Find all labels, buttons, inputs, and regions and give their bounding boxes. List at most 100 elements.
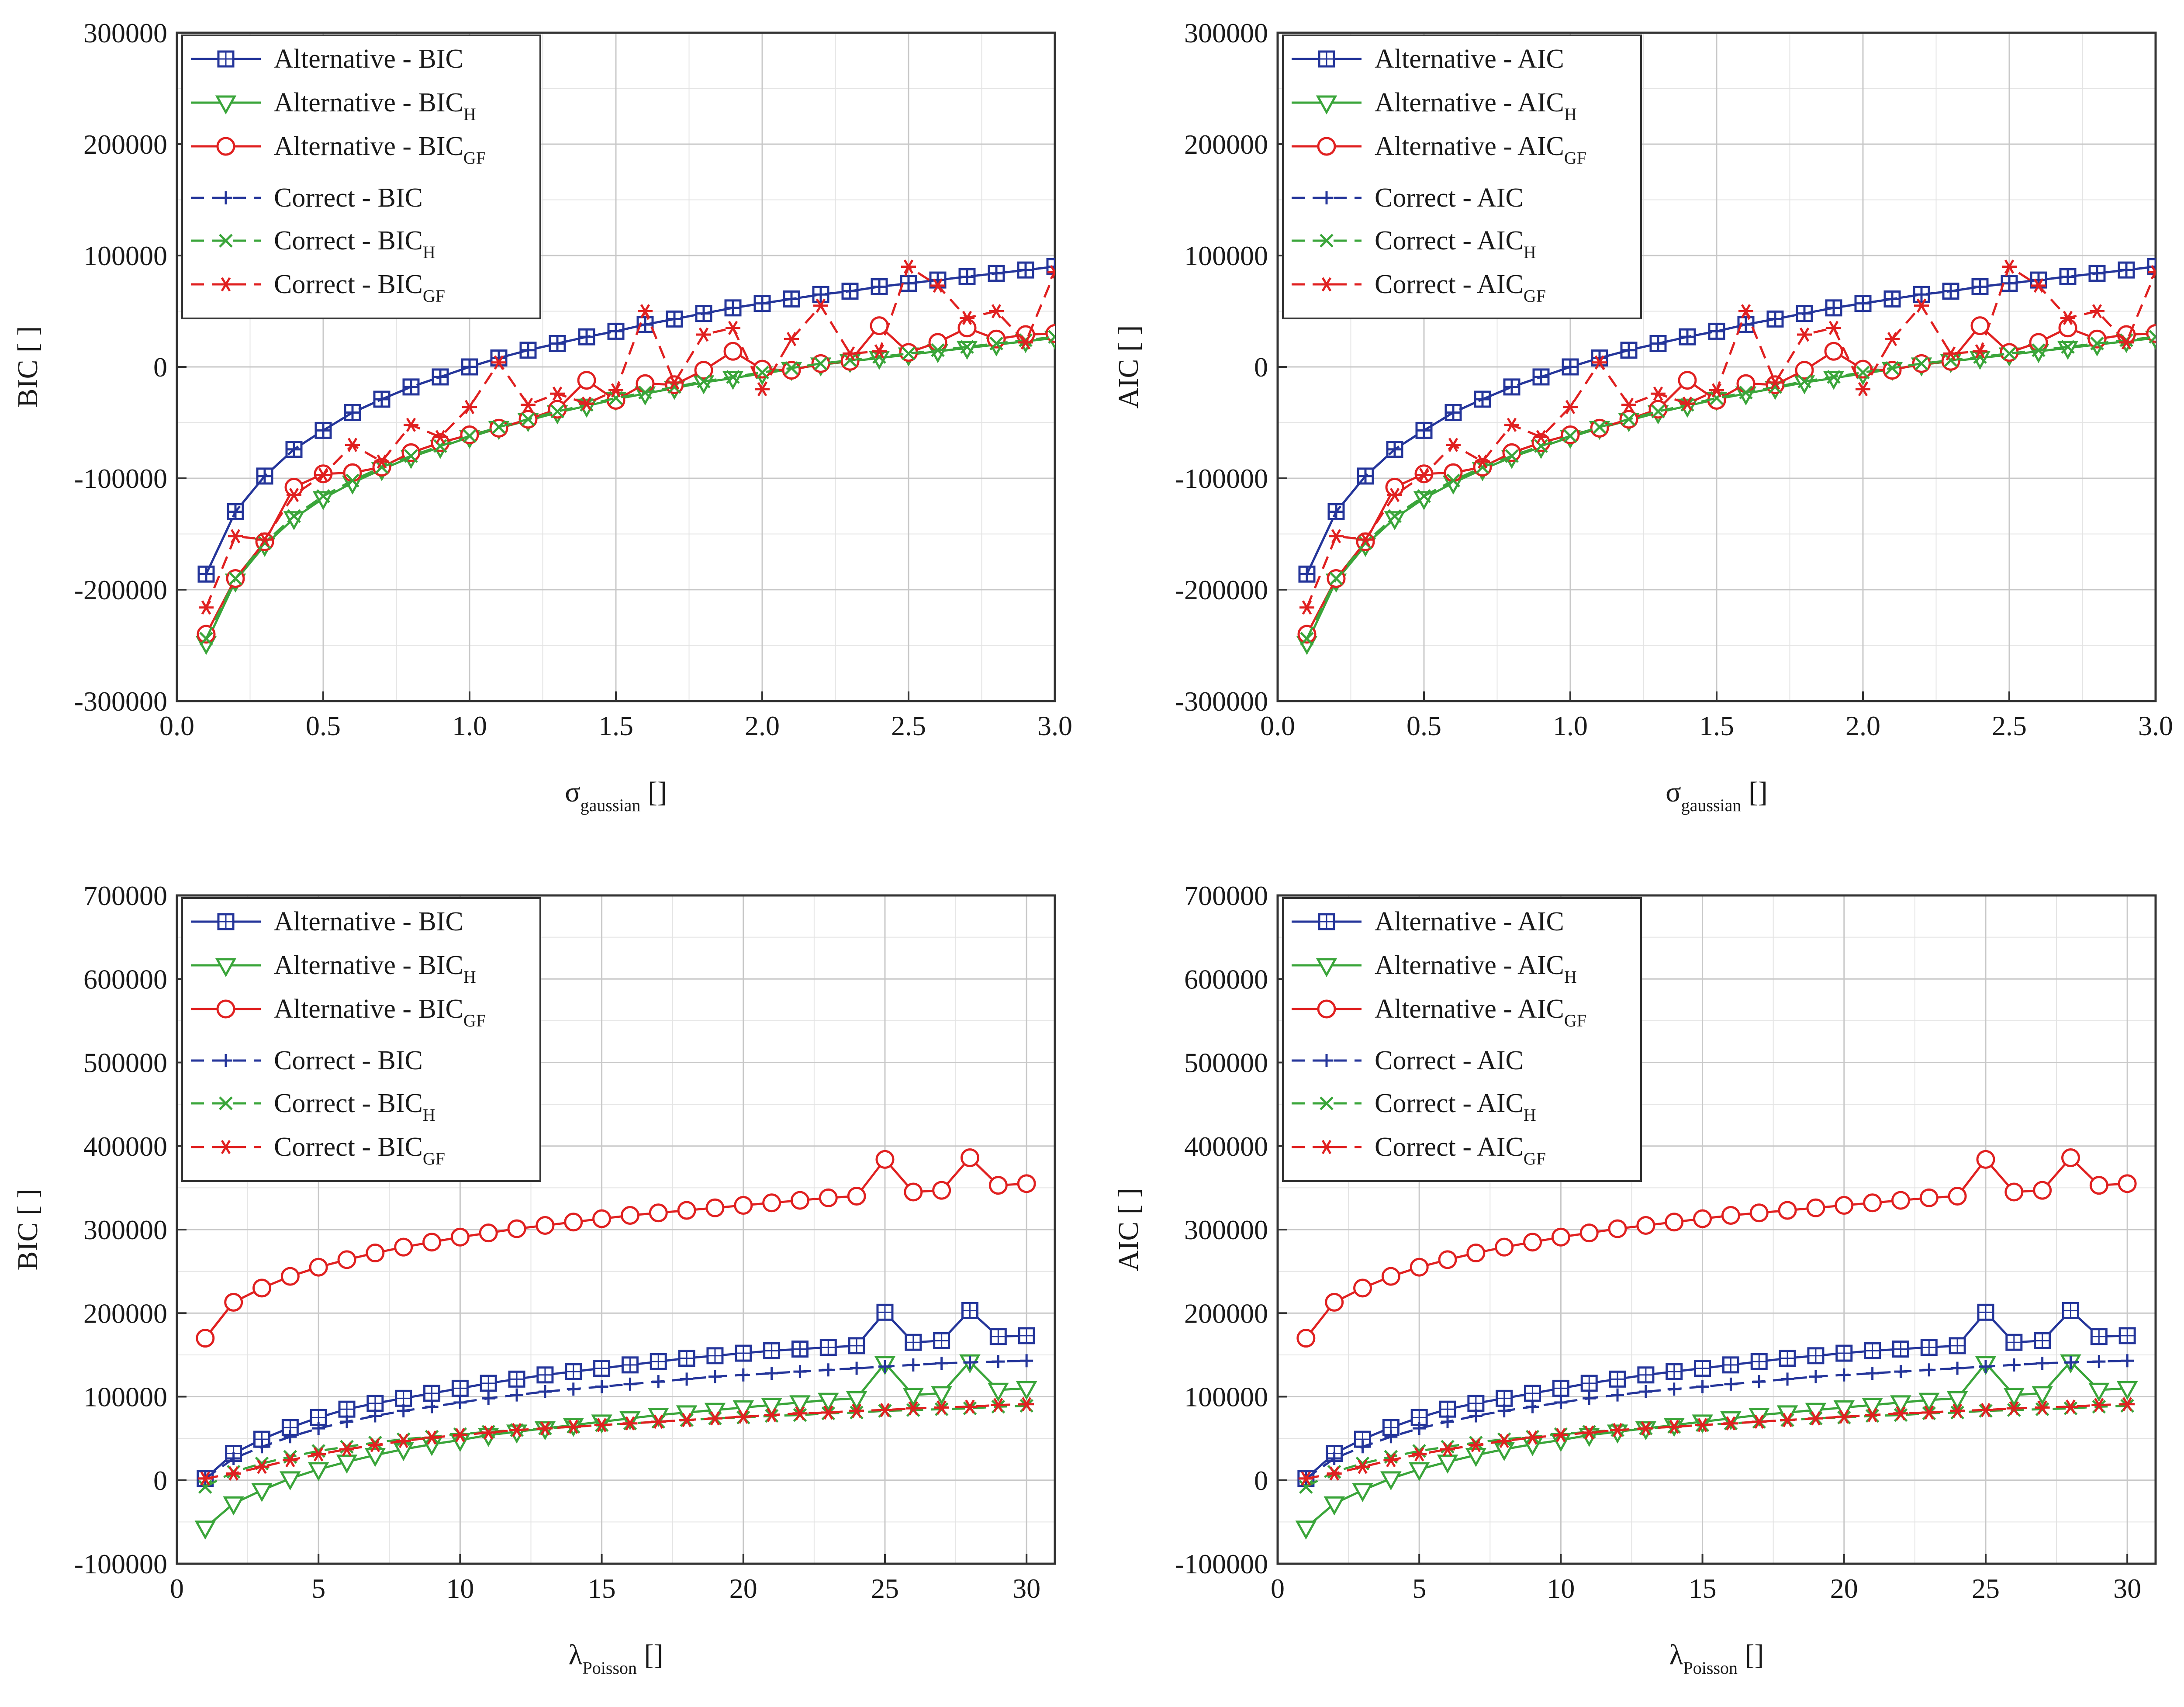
data-point bbox=[708, 1370, 722, 1383]
data-point bbox=[567, 1382, 580, 1396]
data-point bbox=[1352, 1483, 1373, 1502]
data-point bbox=[1780, 1413, 1795, 1427]
data-point bbox=[1446, 438, 1461, 452]
data-point bbox=[199, 632, 213, 646]
data-point bbox=[1979, 1360, 1992, 1373]
data-point bbox=[764, 1408, 779, 1422]
data-point bbox=[762, 1193, 781, 1213]
x-tick-label: 10 bbox=[446, 1573, 474, 1604]
data-point bbox=[1523, 1233, 1542, 1252]
data-point bbox=[2003, 276, 2016, 290]
series-line bbox=[204, 1360, 1027, 1529]
data-point bbox=[733, 1400, 754, 1420]
legend-label-subscript: H bbox=[463, 104, 476, 124]
data-point bbox=[756, 297, 769, 310]
data-point bbox=[821, 1405, 836, 1420]
y-tick-label: 400000 bbox=[1184, 1131, 1268, 1162]
x-tick-label: 15 bbox=[1689, 1573, 1717, 1604]
data-point bbox=[251, 1483, 273, 1502]
data-point bbox=[1946, 1391, 1968, 1410]
data-point bbox=[1886, 292, 1899, 306]
data-point bbox=[636, 374, 655, 393]
data-point bbox=[784, 361, 798, 375]
data-point bbox=[1752, 1414, 1767, 1429]
data-point bbox=[1856, 365, 1870, 380]
chart-aic-gaussian: 0.0 0.5 1.0 1.5 2.0 2.5 3.0 -300000 -200000 -1000… bbox=[1113, 17, 2173, 815]
data-point bbox=[850, 1361, 864, 1375]
data-point bbox=[1797, 374, 1811, 388]
data-point-cross bbox=[792, 1341, 808, 1357]
y-tick-label: 300000 bbox=[1184, 1214, 1268, 1245]
legend-label-main: Alternative - BIC bbox=[274, 907, 463, 936]
data-point bbox=[1865, 1408, 1880, 1422]
data-point-cross bbox=[1808, 1348, 1823, 1363]
x-tick-label: 5 bbox=[1412, 1573, 1426, 1604]
data-point bbox=[1383, 1453, 1399, 1468]
data-point bbox=[1866, 1366, 1879, 1380]
x-axis-unit: [] bbox=[637, 1639, 663, 1671]
legend-label: Alternative - AICH bbox=[1375, 950, 1577, 987]
y-tick-label: -200000 bbox=[74, 574, 167, 605]
x-axis-symbol: σ bbox=[1666, 776, 1681, 808]
data-point bbox=[1330, 505, 1343, 518]
data-point bbox=[2033, 1181, 2052, 1200]
data-point bbox=[877, 1403, 892, 1417]
data-point-cross bbox=[509, 1372, 525, 1387]
data-point bbox=[1894, 1365, 1908, 1379]
data-point-cross bbox=[1893, 1341, 1908, 1357]
data-point bbox=[813, 298, 828, 313]
data-point bbox=[931, 1386, 952, 1405]
data-point bbox=[345, 438, 360, 452]
legend-label-main: Alternative - BIC bbox=[274, 88, 463, 117]
data-point bbox=[765, 1366, 778, 1380]
data-point bbox=[1476, 392, 1489, 406]
legend-label-main: Correct - BIC bbox=[274, 226, 423, 256]
data-point bbox=[346, 406, 359, 419]
data-point bbox=[1329, 571, 1343, 586]
data-point bbox=[2121, 1354, 2134, 1368]
data-point bbox=[1806, 1198, 1825, 1217]
data-point bbox=[2088, 1382, 2110, 1402]
data-point bbox=[1749, 1203, 1769, 1223]
data-point bbox=[509, 1423, 525, 1437]
legend-label: Correct - BICH bbox=[274, 1088, 435, 1125]
data-point bbox=[1723, 1416, 1738, 1431]
data-point bbox=[1918, 1393, 1940, 1412]
data-point bbox=[199, 600, 214, 615]
data-point bbox=[453, 1396, 467, 1409]
x-tick-label: 2.5 bbox=[891, 710, 926, 741]
data-point bbox=[872, 344, 887, 359]
data-point bbox=[1388, 442, 1401, 456]
data-point-cross bbox=[736, 1346, 751, 1361]
data-point bbox=[317, 424, 330, 437]
y-tick-label: 500000 bbox=[1184, 1047, 1268, 1078]
data-point bbox=[623, 1377, 637, 1391]
data-point bbox=[1554, 1396, 1568, 1409]
data-point-cross bbox=[2063, 1303, 2078, 1318]
data-point bbox=[622, 1416, 638, 1431]
data-point bbox=[2090, 304, 2105, 318]
data-point-cross bbox=[1695, 1361, 1710, 1376]
data-point bbox=[2060, 311, 2075, 325]
data-point bbox=[1853, 359, 1873, 379]
legend-marker-cross bbox=[218, 52, 233, 66]
legend-label: Correct - BICH bbox=[274, 226, 435, 262]
legend-box bbox=[1282, 35, 1642, 319]
data-point bbox=[1296, 1329, 1316, 1348]
data-point bbox=[935, 1357, 948, 1370]
data-point bbox=[707, 1411, 722, 1426]
data-point bbox=[1410, 1258, 1429, 1277]
legend-label-main: Alternative - AIC bbox=[1375, 994, 1564, 1024]
x-tick-label: 0 bbox=[1271, 1573, 1285, 1604]
data-point bbox=[1710, 391, 1724, 405]
x-tick-label: 1.0 bbox=[1553, 710, 1588, 741]
data-point bbox=[931, 343, 945, 357]
data-point bbox=[422, 1233, 442, 1252]
data-point bbox=[224, 1292, 243, 1312]
data-point bbox=[1709, 383, 1724, 397]
data-point bbox=[1551, 1227, 1570, 1247]
data-point bbox=[1413, 1422, 1426, 1435]
x-tick-label: 3.0 bbox=[2138, 710, 2173, 741]
data-point bbox=[2029, 333, 2048, 352]
y-tick-label: 600000 bbox=[83, 964, 167, 995]
